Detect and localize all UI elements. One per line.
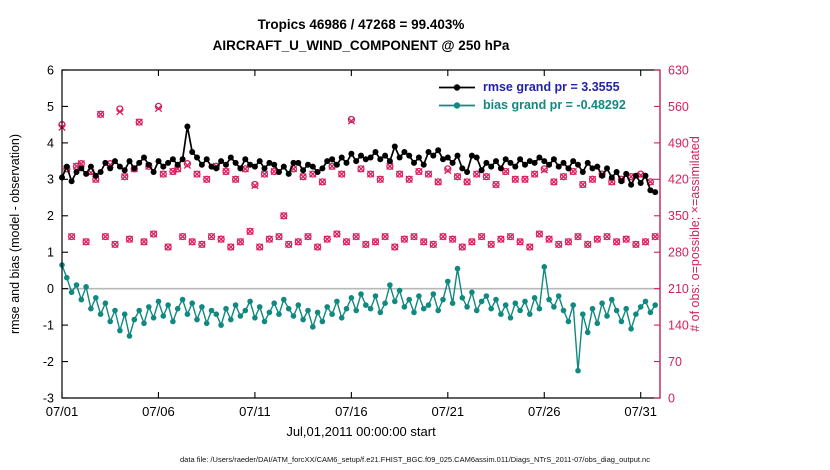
obs-assimilated-markers: [58, 104, 659, 251]
legend-bias-marker: [453, 101, 461, 109]
chart-subtitle: AIRCRAFT_U_WIND_COMPONENT @ 250 hPa: [212, 38, 510, 53]
svg-text:07/26: 07/26: [528, 404, 561, 419]
svg-text:07/11: 07/11: [239, 404, 271, 419]
svg-text:210: 210: [668, 282, 689, 296]
legend-rmse-sample: [439, 83, 475, 91]
svg-text:07/31: 07/31: [624, 404, 657, 419]
svg-text:140: 140: [668, 318, 689, 332]
svg-text:280: 280: [668, 246, 689, 260]
legend-bias-label: bias grand pr = -0.48292: [483, 98, 626, 112]
chart-title: Tropics 46986 / 47268 = 99.403%: [257, 17, 465, 32]
title-block: Tropics 46986 / 47268 = 99.403% AIRCRAFT…: [0, 14, 722, 56]
svg-text:0: 0: [47, 282, 54, 296]
svg-text:6: 6: [47, 63, 54, 77]
svg-text:07/16: 07/16: [335, 404, 368, 419]
svg-text:560: 560: [668, 100, 689, 114]
svg-text:0: 0: [668, 391, 675, 405]
svg-text:5: 5: [47, 100, 54, 114]
x-axis-label: Jul,01,2011 00:00:00 start: [286, 424, 436, 439]
data-file-caption: data file: /Users/raeder/DAI/ATM_forcXX/…: [180, 455, 650, 464]
svg-text:490: 490: [668, 136, 689, 150]
svg-text:350: 350: [668, 209, 689, 223]
rmse-markers: [59, 123, 659, 196]
svg-text:1: 1: [47, 246, 54, 260]
obs-possible-markers: [58, 102, 659, 251]
svg-text:-2: -2: [43, 355, 54, 369]
legend: rmse grand pr = 3.3555 bias grand pr = -…: [438, 80, 626, 112]
bias-line: [61, 264, 656, 371]
svg-text:-3: -3: [43, 391, 54, 405]
legend-entry-rmse: rmse grand pr = 3.3555: [438, 80, 626, 94]
rmse-line: [61, 126, 656, 193]
bias-markers: [59, 262, 658, 374]
legend-entry-bias: bias grand pr = -0.48292: [438, 98, 626, 112]
svg-text:4: 4: [47, 136, 54, 150]
plot-frame: [61, 69, 661, 399]
right-axis-label: # of obs: o=possible; ×=assimilated: [688, 136, 702, 332]
svg-text:420: 420: [668, 173, 689, 187]
legend-rmse-marker: [453, 83, 461, 91]
svg-text:630: 630: [668, 63, 689, 77]
svg-text:3: 3: [47, 173, 54, 187]
svg-text:70: 70: [668, 355, 682, 369]
left-axis-label: rmse and bias (model - observation): [8, 134, 22, 334]
axes: -3-2-10123456070140210280350420490560630…: [43, 63, 689, 419]
svg-text:-1: -1: [43, 318, 54, 332]
svg-text:07/06: 07/06: [142, 404, 175, 419]
legend-bias-sample: [439, 101, 475, 109]
svg-text:07/01: 07/01: [46, 404, 79, 419]
svg-text:2: 2: [47, 209, 54, 223]
svg-text:07/21: 07/21: [432, 404, 465, 419]
legend-rmse-label: rmse grand pr = 3.3555: [483, 80, 620, 94]
